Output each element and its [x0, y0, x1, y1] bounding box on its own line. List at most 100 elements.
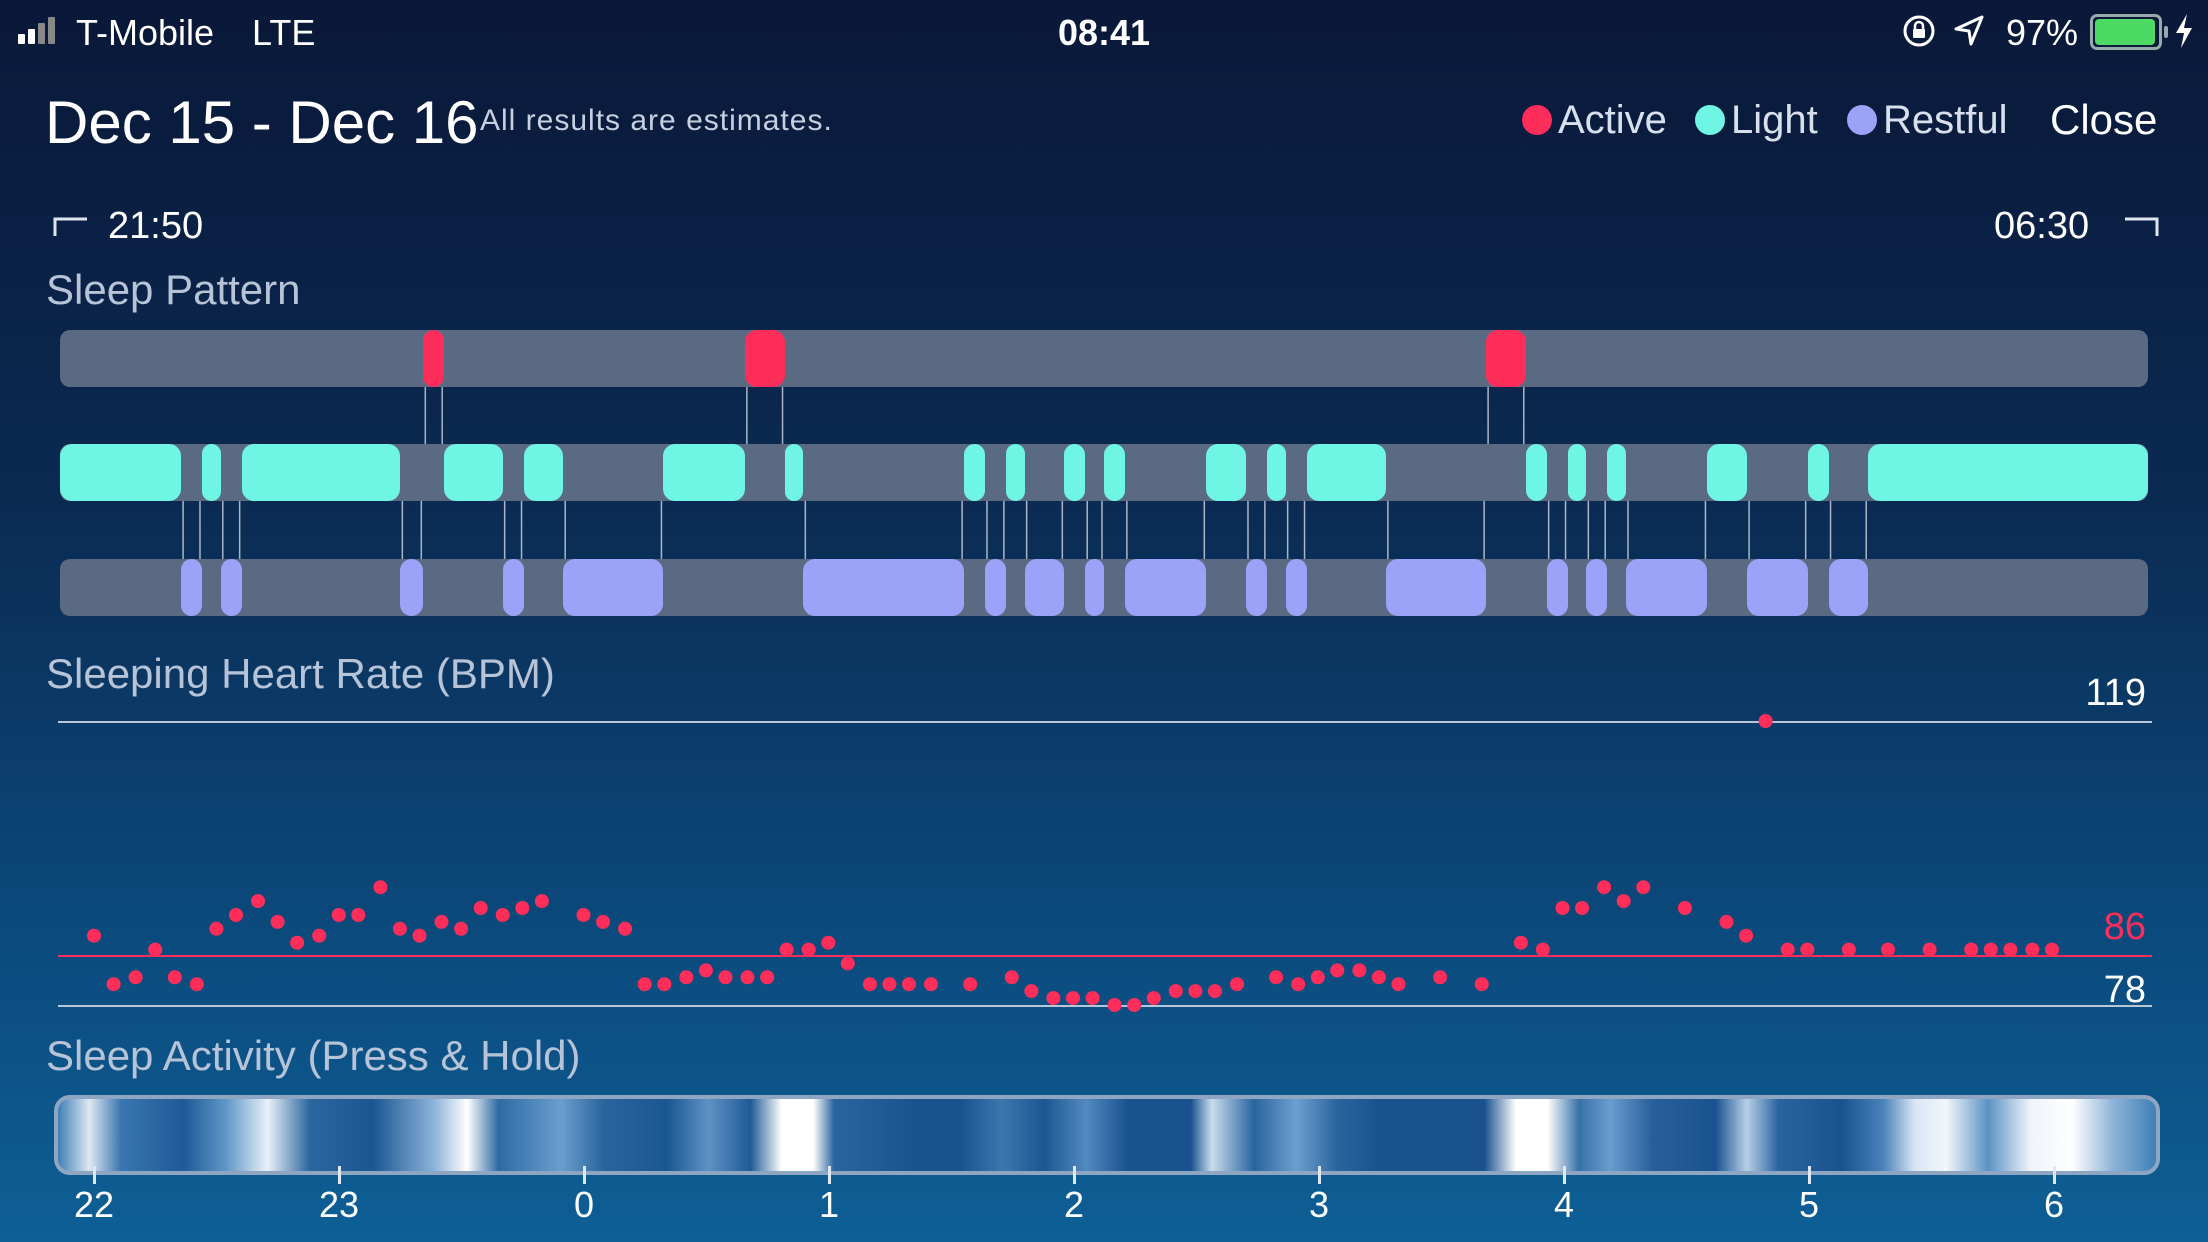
- close-button[interactable]: Close: [2050, 96, 2158, 143]
- heart-rate-point: [862, 977, 877, 992]
- axis-tick: [1563, 1166, 1566, 1184]
- heart-rate-point: [412, 928, 427, 943]
- restful-segment: [220, 559, 242, 616]
- heart-rate-point: [963, 977, 978, 992]
- heart-rate-point: [718, 970, 733, 985]
- axis-tick-label: 2: [1063, 1184, 1085, 1225]
- heart-rate-point: [1841, 942, 1856, 957]
- heart-rate-point: [270, 914, 285, 929]
- axis-tick: [583, 1166, 586, 1184]
- heart-rate-point: [1881, 942, 1895, 957]
- light-segment: [1525, 444, 1547, 501]
- heart-rate-point: [740, 970, 755, 985]
- heart-rate-point: [534, 894, 549, 909]
- end-bracket-icon: [2125, 217, 2159, 236]
- heart-rate-point: [1800, 942, 1815, 957]
- light-segment: [60, 444, 182, 501]
- heart-rate-point: [698, 963, 713, 978]
- legend-restful-dot: [1847, 105, 1877, 135]
- restful-segment: [1626, 559, 1708, 616]
- heart-rate-point: [1208, 984, 1222, 999]
- light-segment: [1567, 444, 1587, 501]
- network-type: LTE: [252, 12, 316, 53]
- heart-rate-point: [167, 970, 182, 985]
- heart-rate-point: [106, 977, 121, 992]
- heart-rate-point: [821, 935, 836, 950]
- heart-rate-point: [1636, 880, 1651, 895]
- sleep-activity-heatmap[interactable]: [54, 1095, 2160, 1175]
- axis-tick: [1808, 1166, 1811, 1184]
- light-segment: [1807, 444, 1829, 501]
- axis-tick: [1318, 1166, 1321, 1184]
- light-segment: [1005, 444, 1025, 501]
- restful-segment: [1586, 559, 1608, 616]
- heart-rate-point: [760, 970, 775, 985]
- light-segment: [1306, 444, 1386, 501]
- heart-rate-point: [1046, 991, 1061, 1006]
- heart-rate-point: [1555, 901, 1570, 915]
- active-segment: [1486, 330, 1526, 387]
- heart-rate-point: [1269, 970, 1284, 985]
- heart-rate-point: [1739, 928, 1754, 943]
- light-segment: [201, 444, 221, 501]
- heart-rate-point: [1922, 942, 1937, 957]
- light-segment: [964, 444, 985, 501]
- active-track: [60, 330, 2148, 387]
- heart-rate-point: [148, 942, 163, 957]
- legend-active-label: Active: [1558, 98, 1667, 142]
- heart-rate-points: [87, 714, 2059, 1012]
- light-segment: [1266, 444, 1286, 501]
- sleep-pattern-title: Sleep Pattern: [46, 266, 301, 313]
- axis-tick-label: 5: [1798, 1184, 1820, 1225]
- heart-rate-point: [1107, 998, 1122, 1012]
- restful-segment: [1747, 559, 1808, 616]
- signal-icon: [18, 0, 68, 62]
- axis-tick-label: 6: [2043, 1184, 2065, 1225]
- carrier-name: T-Mobile: [76, 12, 215, 53]
- axis-tick-label: 1: [818, 1184, 840, 1225]
- restful-segment: [1546, 559, 1568, 616]
- heart-rate-point: [251, 894, 265, 909]
- axis-tick: [93, 1166, 96, 1184]
- heart-rate-point: [331, 908, 346, 922]
- restful-segment: [1828, 559, 1869, 616]
- heart-rate-point: [1330, 963, 1345, 978]
- heart-rate-point: [924, 977, 938, 992]
- heart-rate-point: [351, 908, 366, 922]
- axis-tick-label: 0: [573, 1184, 595, 1225]
- light-segment: [784, 444, 804, 501]
- legend-light-label: Light: [1731, 98, 1818, 142]
- heart-rate-point: [128, 970, 143, 985]
- date-range-title: Dec 15 - Dec 16: [45, 89, 479, 156]
- heart-rate-point: [209, 921, 224, 936]
- legend-restful-label: Restful: [1883, 98, 2008, 142]
- restful-segment: [803, 559, 965, 616]
- heart-rate-point: [882, 977, 897, 992]
- heart-rate-point: [1964, 942, 1979, 957]
- end-time: 06:30: [1994, 205, 2090, 247]
- light-track: [60, 444, 2148, 501]
- avg-bpm-line: [58, 955, 2152, 957]
- active-segment: [423, 330, 445, 387]
- heart-rate-point: [1575, 901, 1590, 915]
- heart-rate-point: [373, 880, 388, 895]
- max-bpm-line: [58, 721, 2152, 723]
- heart-rate-point: [2003, 942, 2018, 957]
- heart-rate-point: [596, 914, 611, 929]
- heart-rate-point: [1597, 880, 1612, 895]
- estimate-note: All results are estimates.: [480, 104, 833, 137]
- light-segment: [1064, 444, 1086, 501]
- restful-segment: [400, 559, 424, 616]
- heart-rate-point: [495, 908, 510, 922]
- heart-rate-point: [801, 942, 816, 957]
- battery-icon: [2090, 14, 2168, 50]
- heart-rate-point: [1168, 984, 1183, 999]
- heart-rate-point: [392, 921, 407, 936]
- restful-segment: [984, 559, 1006, 616]
- legend-light-dot: [1695, 105, 1725, 135]
- heart-rate-point: [454, 921, 469, 936]
- heart-rate-point: [779, 942, 794, 957]
- restful-segment: [1024, 559, 1065, 616]
- active-segment: [744, 330, 785, 387]
- heart-rate-point: [1474, 977, 1489, 992]
